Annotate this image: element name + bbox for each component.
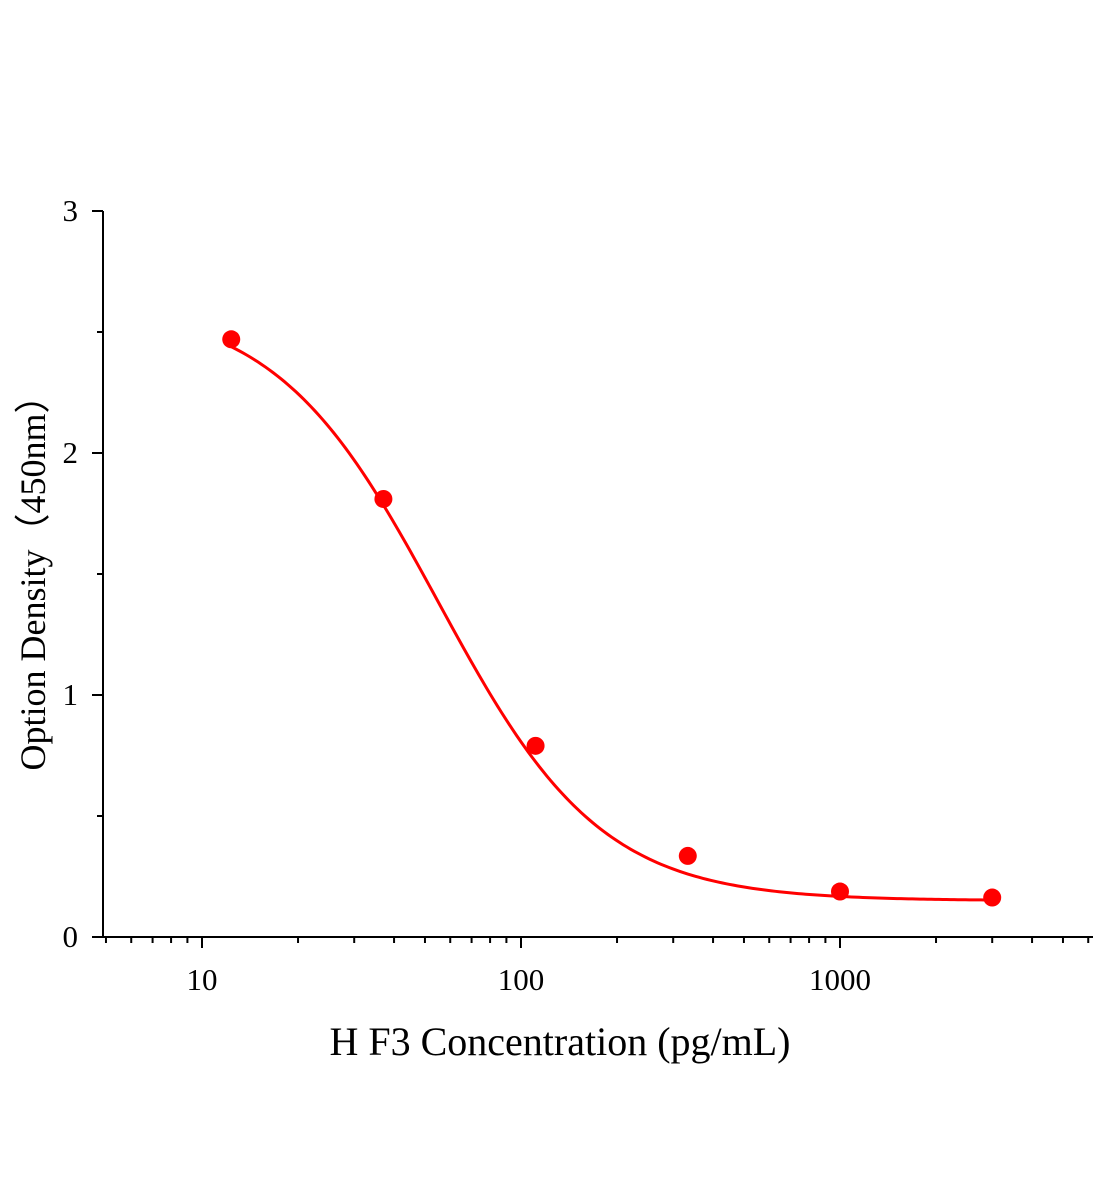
x-axis-title: H F3 Concentration (pg/mL) <box>329 1019 790 1064</box>
y-tick-label: 3 <box>63 193 79 228</box>
fit-curve <box>230 345 993 902</box>
x-tick-label: 100 <box>498 962 545 997</box>
x-tick-label: 10 <box>187 962 218 997</box>
x-tick-label: 1000 <box>809 962 871 997</box>
data-point <box>374 489 393 508</box>
data-point <box>831 882 849 901</box>
data-point <box>678 846 697 865</box>
data-point <box>222 330 241 349</box>
data-point <box>526 736 545 755</box>
tick-labels: 0 1 2 3 10 100 1000 <box>63 193 872 997</box>
ticks <box>92 210 1090 948</box>
y-tick-label: 0 <box>63 919 79 954</box>
y-tick-label: 1 <box>63 677 79 712</box>
plot-area <box>222 330 1002 907</box>
data-point <box>983 888 1002 907</box>
y-axis-title: Option Density（450nm） <box>13 378 53 771</box>
y-tick-label: 2 <box>63 435 79 470</box>
